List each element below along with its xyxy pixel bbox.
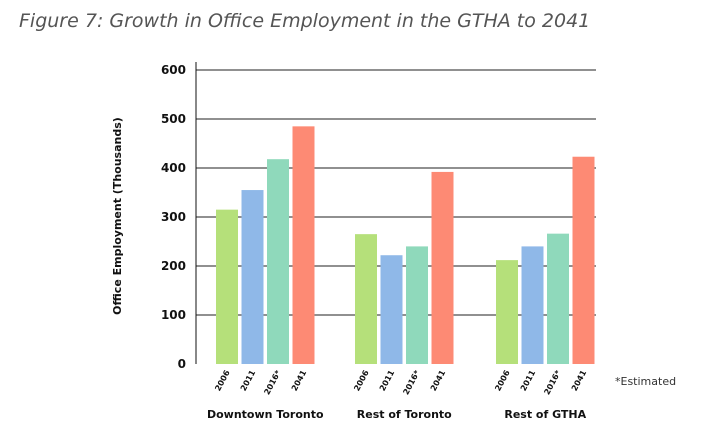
bar-2041-rest-of-toronto bbox=[431, 171, 454, 364]
x-tick-label: 2041 bbox=[290, 368, 309, 392]
x-tick-label: 2041 bbox=[570, 368, 589, 392]
group-label: Rest of Toronto bbox=[357, 408, 452, 421]
x-tick-label: 2011 bbox=[239, 368, 258, 392]
x-tick-label: 2006 bbox=[493, 368, 512, 392]
bar-2016-downtown-toronto bbox=[267, 159, 289, 364]
bar-2006-downtown-toronto bbox=[216, 209, 238, 364]
chart-title: Figure 7: Growth in Office Employment in… bbox=[19, 10, 591, 32]
x-tick-label: 2006 bbox=[213, 368, 232, 392]
y-tick-labels: 0 100 200 300 400 500 600 bbox=[161, 63, 186, 371]
bar-2011-rest-of-toronto bbox=[380, 255, 403, 364]
x-tick-label: 2016* bbox=[401, 368, 422, 396]
x-tick-label: 2006 bbox=[352, 368, 371, 392]
y-tick-label: 600 bbox=[161, 63, 186, 77]
x-tick-label: 2041 bbox=[429, 368, 448, 392]
x-tick-label: 2011 bbox=[519, 368, 538, 392]
y-tick-label: 300 bbox=[161, 210, 186, 224]
x-tick-labels: 2006 2011 2016* 2041 2006 2011 2016* 2041 2006 20… bbox=[213, 368, 588, 396]
y-axis-label: Office Employment (Thousands) bbox=[111, 117, 124, 315]
y-tick-label: 0 bbox=[178, 357, 186, 371]
group-label: Rest of GTHA bbox=[504, 408, 586, 421]
bars bbox=[216, 126, 595, 364]
footnote: *Estimated bbox=[615, 375, 676, 388]
group-label: Downtown Toronto bbox=[207, 408, 324, 421]
y-tick-label: 400 bbox=[161, 161, 186, 175]
bar-2011-rest-of-gtha bbox=[521, 246, 544, 364]
bar-2041-downtown-toronto bbox=[292, 126, 315, 364]
bar-2006-rest-of-gtha bbox=[496, 260, 518, 364]
x-tick-label: 2011 bbox=[378, 368, 397, 392]
y-tick-label: 100 bbox=[161, 308, 186, 322]
x-tick-label: 2016* bbox=[262, 368, 283, 396]
bar-2006-rest-of-toronto bbox=[355, 234, 377, 364]
y-tick-label: 500 bbox=[161, 112, 186, 126]
x-tick-label: 2016* bbox=[542, 368, 563, 396]
bar-2041-rest-of-gtha bbox=[572, 156, 595, 364]
bar-2016-rest-of-toronto bbox=[406, 246, 428, 364]
group-labels: Downtown Toronto Rest of Toronto Rest of G… bbox=[207, 408, 587, 421]
y-tick-label: 200 bbox=[161, 259, 186, 273]
bar-2016-rest-of-gtha bbox=[547, 233, 569, 364]
bar-2011-downtown-toronto bbox=[241, 190, 264, 364]
